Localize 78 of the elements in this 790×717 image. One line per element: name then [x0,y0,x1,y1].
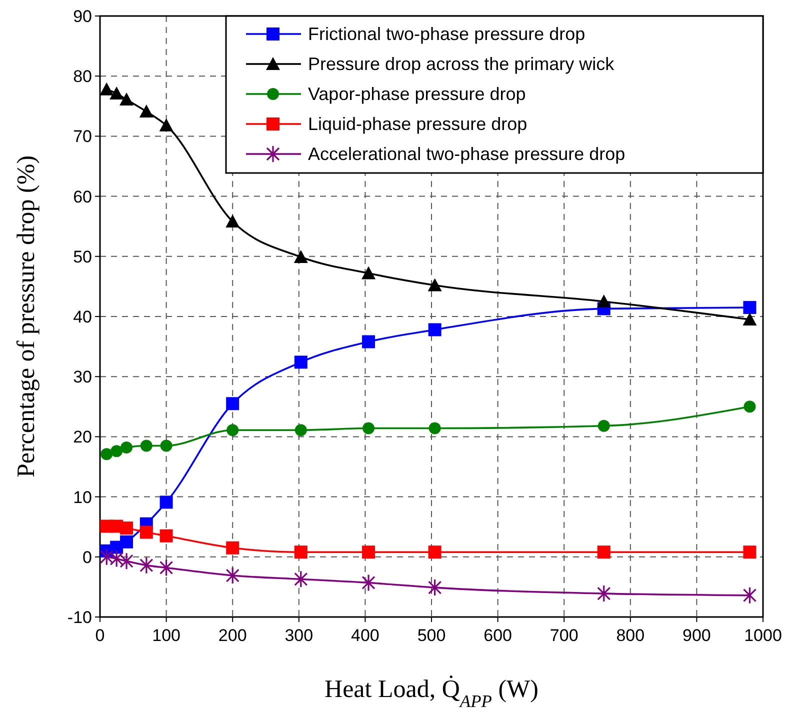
x-tick-label: 800 [616,626,645,645]
y-tick-label: 70 [73,127,92,146]
point [428,278,442,292]
point [597,546,610,559]
legend-label: Accelerational two-phase pressure drop [308,144,626,164]
x-tick-label: 400 [351,626,380,645]
y-tick-label: 40 [73,308,92,326]
point [120,522,134,535]
point [226,566,240,584]
y-tick-label: 30 [73,368,92,387]
point [120,442,133,454]
y-tick-label: 20 [73,428,92,447]
point [428,422,441,434]
point [226,397,240,410]
point [226,214,240,228]
point [294,356,308,369]
point [120,92,134,106]
point [120,535,134,548]
x-tick-label: 700 [550,626,578,645]
point [160,440,172,452]
point [428,323,442,336]
point [428,578,442,596]
point [362,422,375,434]
x-tick-label: 300 [284,626,314,645]
point [159,118,174,132]
point [160,496,173,509]
point [294,250,308,263]
point [362,335,376,348]
x-tick-label: 100 [152,626,180,645]
point [597,584,611,602]
point [743,546,756,559]
y-tick-label: 60 [73,187,92,206]
point [294,570,308,588]
y-tick-label: -10 [67,608,92,627]
point [140,440,152,452]
legend-label: Vapor-phase pressure drop [308,84,526,104]
point [294,546,308,559]
point [742,312,757,326]
point [362,546,376,559]
point [428,546,442,559]
y-tick-label: 0 [82,548,92,567]
x-axis-title: Heat Load, Q̇$_{APP}$ (W) [324,675,538,711]
point [100,448,113,460]
point [226,424,239,436]
y-tick-label: 10 [73,488,92,507]
y-tick-label: 50 [73,247,92,266]
point [744,400,756,413]
point [140,556,154,574]
legend-label: Pressure drop across the primary wick [308,54,616,74]
point [160,529,173,542]
point [120,552,134,570]
point [362,266,376,280]
point [139,104,154,118]
point [110,445,123,458]
point [743,300,756,314]
x-tick-label: 500 [417,626,446,645]
legend-label: Liquid-phase pressure drop [308,114,528,134]
x-tick-label: 0 [95,626,105,645]
y-tick-label: 80 [73,67,92,86]
legend-label: Frictional two-phase pressure drop [308,24,586,44]
point [596,294,611,308]
point [226,541,240,554]
point [598,420,610,432]
point [100,548,114,566]
y-tick-label: 90 [73,7,92,26]
y-axis-title: Percentage of pressure drop (%) [13,155,40,478]
x-tick-label: 600 [484,626,512,645]
point [362,574,376,592]
point [140,526,153,539]
x-tick-label: 1000 [744,626,782,645]
point [742,586,757,604]
point [294,424,307,436]
point [160,558,174,577]
point [110,550,124,568]
x-tick-label: 900 [682,626,711,645]
x-tick-label: 200 [218,626,247,645]
point [110,86,124,100]
point [100,82,114,96]
